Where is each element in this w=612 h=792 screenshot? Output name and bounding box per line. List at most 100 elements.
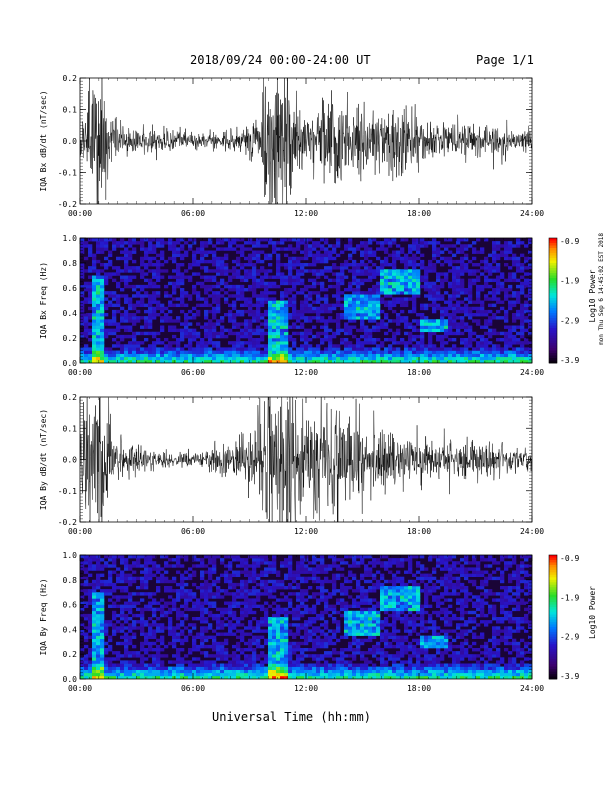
spectrogram-cell [260, 322, 265, 326]
spectrogram-cell [360, 278, 365, 283]
spectrogram-cell [104, 675, 109, 679]
spectrogram-cell [92, 281, 97, 286]
spectrogram-cell [80, 247, 85, 251]
spectrogram-cell [248, 344, 253, 348]
spectrogram-cell [208, 359, 213, 363]
spectrogram-cell [224, 651, 229, 655]
spectrogram-cell [508, 288, 513, 292]
spectrogram-cell [148, 663, 153, 667]
spectrogram-cell [268, 669, 273, 674]
spectrogram-cell [204, 626, 209, 630]
spectrogram-cell [100, 644, 105, 649]
spectrogram-cell [276, 272, 281, 276]
spectrogram-cell [396, 291, 401, 295]
spectrogram-cell [212, 300, 217, 304]
spectrogram-cell [332, 266, 337, 270]
spectrogram-cell [292, 266, 297, 270]
spectrogram-cell [184, 353, 189, 358]
spectrogram-cell [124, 672, 129, 677]
colorbar-segment [549, 325, 557, 329]
spectrogram-cell [252, 288, 257, 292]
spectrogram-cell [172, 576, 177, 581]
spectrogram-cell [180, 328, 185, 333]
colorbar-segment [549, 340, 557, 344]
x-tick-label: 12:00 [294, 368, 318, 377]
spectrogram-cell [496, 288, 501, 292]
spectrogram-cell [180, 620, 185, 624]
spectrogram-cell [288, 266, 293, 270]
spectrogram-cell [112, 601, 117, 605]
spectrogram-cell [272, 623, 277, 627]
spectrogram-cell [192, 241, 197, 245]
spectrogram-cell [172, 328, 177, 333]
spectrogram-cell [408, 263, 413, 267]
spectrogram-cell [148, 300, 153, 304]
spectrogram-cell [196, 350, 201, 354]
spectrogram-cell [144, 666, 149, 670]
spectrogram-cell [228, 564, 233, 568]
spectrogram-cell [188, 331, 193, 336]
spectrogram-cell [120, 666, 125, 670]
spectrogram-cell [488, 284, 493, 289]
spectrogram-cell [128, 356, 133, 361]
spectrogram-cell [256, 623, 261, 627]
spectrogram-cell [276, 300, 281, 304]
spectrogram-cell [316, 291, 321, 295]
spectrogram-cell [92, 595, 97, 599]
spectrogram-cell [364, 266, 369, 270]
spectrogram-cell [252, 272, 257, 276]
spectrogram-cell [188, 322, 193, 326]
spectrogram-cell [80, 613, 85, 618]
spectrogram-cell [224, 353, 229, 358]
spectrogram-cell [120, 288, 125, 292]
spectrogram-cell [252, 598, 257, 602]
spectrogram-cell [176, 356, 181, 361]
spectrogram-cell [92, 629, 97, 633]
spectrogram-cell [156, 607, 161, 612]
spectrogram-cell [464, 356, 469, 361]
spectrogram-cell [80, 353, 85, 358]
spectrogram-cell [188, 623, 193, 627]
spectrogram-cell [156, 291, 161, 295]
spectrogram-cell [480, 259, 485, 264]
spectrogram-cell [508, 244, 513, 248]
spectrogram-cell [80, 238, 85, 242]
spectrogram-cell [172, 666, 177, 670]
spectrogram-cell [112, 626, 117, 630]
spectrogram-cell [244, 297, 249, 301]
spectrogram-cell [444, 341, 449, 345]
spectrogram-cell [216, 626, 221, 630]
spectrogram-cell [276, 338, 281, 342]
spectrogram-cell [148, 313, 153, 317]
spectrogram-cell [240, 669, 245, 674]
spectrogram-cell [112, 359, 117, 363]
spectrogram-cell [204, 244, 209, 248]
spectrogram-cell [120, 561, 125, 565]
spectrogram-cell [236, 589, 241, 593]
spectrogram-cell [472, 300, 477, 304]
spectrogram-cell [132, 666, 137, 670]
spectrogram-cell [232, 266, 237, 270]
spectrogram-cell [272, 657, 277, 661]
spectrogram-cell [252, 269, 257, 273]
spectrogram-cell [484, 309, 489, 314]
spectrogram-cell [236, 675, 241, 679]
spectrogram-cell [132, 669, 137, 674]
spectrogram-cell [204, 654, 209, 658]
spectrogram-cell [80, 316, 85, 320]
spectrogram-cell [108, 657, 113, 661]
spectrogram-cell [100, 623, 105, 627]
spectrogram-cell [184, 344, 189, 348]
spectrogram-cell [88, 582, 93, 587]
spectrogram-cell [116, 294, 121, 298]
spectrogram-cell [232, 558, 237, 562]
spectrogram-cell [356, 309, 361, 314]
spectrogram-cell [280, 275, 285, 279]
spectrogram-cell [100, 263, 105, 267]
spectrogram-cell [248, 297, 253, 301]
spectrogram-cell [172, 303, 177, 308]
spectrogram-cell [300, 269, 305, 273]
spectrogram-cell [272, 607, 277, 612]
spectrogram-cell [304, 297, 309, 301]
spectrogram-cell [132, 284, 137, 289]
